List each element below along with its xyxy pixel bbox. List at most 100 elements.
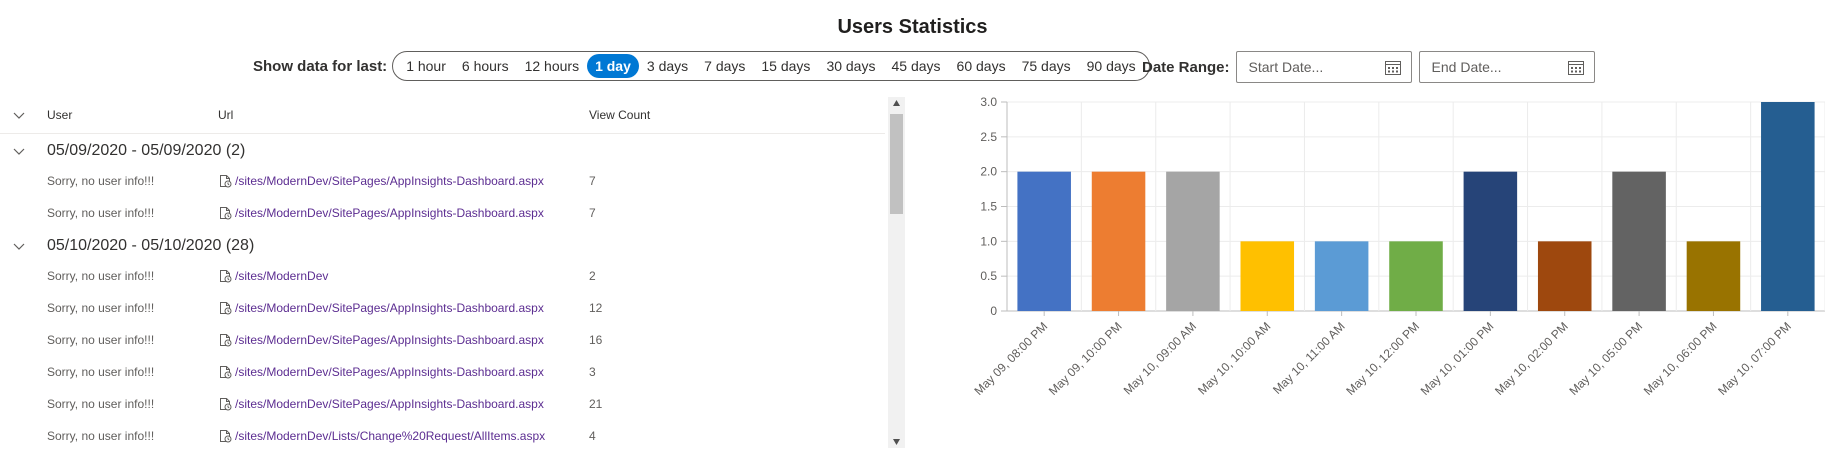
url-text[interactable]: /sites/ModernDev/SitePages/AppInsights-D…	[235, 365, 544, 379]
url-text[interactable]: /sites/ModernDev/SitePages/AppInsights-D…	[235, 301, 544, 315]
table-row[interactable]: Sorry, no user info!!! /sites/ModernDev/S…	[0, 324, 885, 356]
scrollbar-thumb[interactable]	[890, 114, 903, 214]
group-title: 05/09/2020 - 05/09/2020 (2)	[47, 142, 246, 159]
table-row[interactable]: Sorry, no user info!!! /sites/ModernDev/S…	[0, 292, 885, 324]
time-option-7-days[interactable]: 7 days	[704, 58, 746, 74]
view-count-cell: 2	[589, 269, 596, 283]
table-row[interactable]: Sorry, no user info!!! /sites/ModernDev/S…	[0, 388, 885, 420]
url-text[interactable]: /sites/ModernDev/SitePages/AppInsights-D…	[235, 206, 544, 220]
url-text[interactable]: /sites/ModernDev	[235, 269, 329, 283]
page-icon	[220, 175, 232, 188]
y-tick-label: 0.5	[980, 269, 997, 283]
column-header-url[interactable]: Url	[218, 108, 234, 122]
user-cell: Sorry, no user info!!!	[47, 333, 155, 347]
y-tick-label: 1.0	[980, 234, 997, 248]
y-tick-label: 0	[990, 304, 997, 318]
time-option-6-hours[interactable]: 6 hours	[461, 58, 509, 74]
column-header-user[interactable]: User	[47, 108, 73, 122]
time-option-75-days[interactable]: 75 days	[1021, 58, 1071, 74]
time-option-12-hours[interactable]: 12 hours	[524, 58, 580, 74]
bar	[1166, 171, 1220, 311]
bar	[1761, 102, 1815, 311]
url-link[interactable]: /sites/ModernDev/SitePages/AppInsights-D…	[218, 397, 544, 411]
time-option-60-days[interactable]: 60 days	[956, 58, 1006, 74]
x-tick-label: May 10, 07:00 PM	[1715, 319, 1794, 398]
vertical-scrollbar[interactable]	[888, 97, 905, 448]
url-link[interactable]: /sites/ModernDev/Lists/Change%20Request/…	[218, 429, 545, 443]
x-tick-label: May 10, 10:00 AM	[1195, 319, 1273, 397]
url-link[interactable]: /sites/ModernDev/SitePages/AppInsights-D…	[218, 301, 544, 315]
table-row[interactable]: Sorry, no user info!!! /sites/ModernDev/L…	[0, 420, 885, 448]
x-tick-label: May 10, 12:00 PM	[1343, 319, 1422, 398]
end-date-field[interactable]	[1418, 51, 1595, 83]
x-tick-label: May 10, 06:00 PM	[1641, 319, 1720, 398]
collapse-all-chevron-icon[interactable]	[11, 107, 27, 123]
x-tick-label: May 10, 01:00 PM	[1418, 319, 1497, 398]
group-collapse-chevron-icon[interactable]	[11, 143, 27, 159]
page-icon	[220, 398, 232, 411]
table-row[interactable]: Sorry, no user info!!! /sites/ModernDev 2	[0, 260, 885, 292]
x-tick-label: May 10, 09:00 AM	[1121, 319, 1199, 397]
x-tick-label: May 09, 10:00 PM	[1046, 319, 1125, 398]
y-tick-label: 1.5	[980, 200, 997, 214]
bar	[1314, 241, 1369, 311]
user-cell: Sorry, no user info!!!	[47, 397, 155, 411]
view-count-cell: 4	[589, 429, 596, 443]
view-count-cell: 21	[589, 397, 603, 411]
bar	[1537, 241, 1592, 311]
url-link[interactable]: /sites/ModernDev/SitePages/AppInsights-D…	[218, 333, 544, 347]
time-option-45-days[interactable]: 45 days	[891, 58, 941, 74]
url-text[interactable]: /sites/ModernDev/SitePages/AppInsights-D…	[235, 174, 544, 188]
page-title: Users Statistics	[837, 16, 988, 38]
start-date-input[interactable]	[1248, 59, 1379, 75]
table-row[interactable]: Sorry, no user info!!! /sites/ModernDev/S…	[0, 197, 885, 229]
start-date-field[interactable]	[1235, 51, 1412, 83]
y-tick-label: 2.0	[980, 165, 997, 179]
user-cell: Sorry, no user info!!!	[47, 174, 155, 188]
url-text[interactable]: /sites/ModernDev/SitePages/AppInsights-D…	[235, 333, 544, 347]
page-icon	[220, 270, 232, 283]
url-link[interactable]: /sites/ModernDev/SitePages/AppInsights-D…	[218, 206, 544, 220]
url-text[interactable]: /sites/ModernDev/SitePages/AppInsights-D…	[235, 397, 544, 411]
user-cell: Sorry, no user info!!!	[47, 269, 155, 283]
time-option-90-days[interactable]: 90 days	[1086, 58, 1136, 74]
x-tick-label: May 10, 02:00 PM	[1492, 319, 1571, 398]
time-range-selector: 1 hour 6 hours 12 hours 1 day 3 days 7 days 15…	[392, 51, 1150, 81]
page-icon	[220, 302, 232, 315]
calendar-icon[interactable]	[1384, 60, 1401, 75]
bar	[1612, 171, 1666, 311]
time-option-1-day[interactable]: 1 day	[587, 54, 639, 78]
page-icon	[220, 430, 232, 443]
time-filter: Show data for last: 1 hour 6 hours 12 hour…	[253, 51, 1150, 81]
url-text[interactable]: /sites/ModernDev/Lists/Change%20Request/…	[235, 429, 546, 443]
scroll-down-arrow-icon[interactable]	[892, 438, 901, 446]
view-count-cell: 7	[589, 206, 596, 220]
group-header-row[interactable]: 05/10/2020 - 05/10/2020 (28)	[0, 229, 885, 263]
x-tick-label: May 09, 08:00 PM	[972, 319, 1051, 398]
calendar-icon[interactable]	[1567, 60, 1584, 75]
time-option-1-hour[interactable]: 1 hour	[406, 58, 446, 74]
group-header-row[interactable]: 05/09/2020 - 05/09/2020 (2)	[0, 134, 885, 168]
page-icon	[220, 366, 232, 379]
bar	[1463, 171, 1518, 311]
table-row[interactable]: Sorry, no user info!!! /sites/ModernDev/S…	[0, 356, 885, 388]
group-collapse-chevron-icon[interactable]	[11, 238, 27, 254]
url-link[interactable]: /sites/ModernDev/SitePages/AppInsights-D…	[218, 174, 544, 188]
url-link[interactable]: /sites/ModernDev	[218, 269, 328, 283]
time-option-3-days[interactable]: 3 days	[646, 58, 689, 74]
x-tick-label: May 10, 11:00 AM	[1270, 319, 1348, 397]
list-header: User Url View Count	[0, 96, 885, 134]
url-link[interactable]: /sites/ModernDev/SitePages/AppInsights-D…	[218, 365, 544, 379]
view-count-cell: 12	[589, 301, 603, 315]
time-option-15-days[interactable]: 15 days	[761, 58, 811, 74]
bar	[1686, 241, 1741, 311]
y-tick-label: 3.0	[980, 96, 997, 109]
user-cell: Sorry, no user info!!!	[47, 365, 155, 379]
column-header-view-count[interactable]: View Count	[589, 108, 651, 122]
end-date-input[interactable]	[1431, 59, 1562, 75]
user-cell: Sorry, no user info!!!	[47, 429, 155, 443]
scroll-up-arrow-icon[interactable]	[892, 99, 901, 107]
table-row[interactable]: Sorry, no user info!!! /sites/ModernDev/S…	[0, 165, 885, 197]
time-option-30-days[interactable]: 30 days	[826, 58, 876, 74]
view-count-cell: 7	[589, 174, 596, 188]
